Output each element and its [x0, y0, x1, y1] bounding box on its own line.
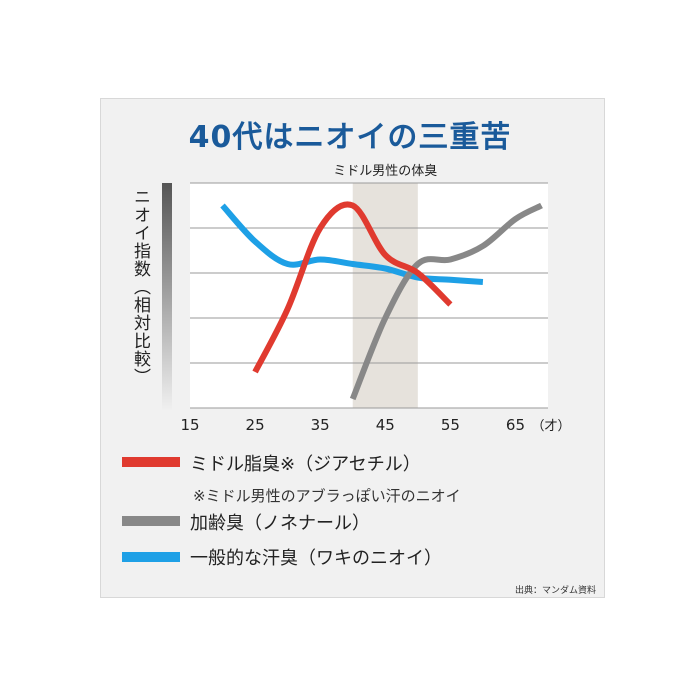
legend-swatch-red — [122, 457, 180, 467]
x-tick-label: 25 — [246, 416, 265, 434]
x-axis-unit: （才） — [531, 419, 570, 434]
x-tick-label: 45 — [376, 416, 395, 434]
legend-label-middle-odor: ミドル脂臭※（ジアセチル） — [190, 454, 421, 475]
legend-note: ※ミドル男性のアブラっぽい汗のニオイ — [193, 487, 461, 505]
legend-label-aging-odor: 加齢臭（ノネナール） — [190, 513, 370, 534]
x-tick-label: 35 — [311, 416, 330, 434]
legend-swatch-blue — [122, 552, 180, 562]
x-tick-label: 15 — [180, 416, 199, 434]
y-axis-label: ニオイ指数（相対比較） — [130, 188, 151, 386]
source-credit: 出典：マンダム資料 — [514, 586, 596, 596]
chart-title: 40代はニオイの三重苦 — [188, 120, 512, 155]
legend-swatch-gray — [122, 516, 180, 526]
y-axis-gradient — [162, 183, 172, 410]
series-line-middle-odor — [252, 201, 453, 374]
x-tick-label: 55 — [441, 416, 460, 434]
series-line-sweat-odor — [220, 203, 484, 285]
legend-label-sweat-odor: 一般的な汗臭（ワキのニオイ） — [190, 548, 442, 569]
series-line-aging-odor — [349, 202, 543, 401]
highlight-label: ミドル男性の体臭 — [333, 164, 437, 179]
x-tick-label: 65 — [506, 416, 525, 434]
